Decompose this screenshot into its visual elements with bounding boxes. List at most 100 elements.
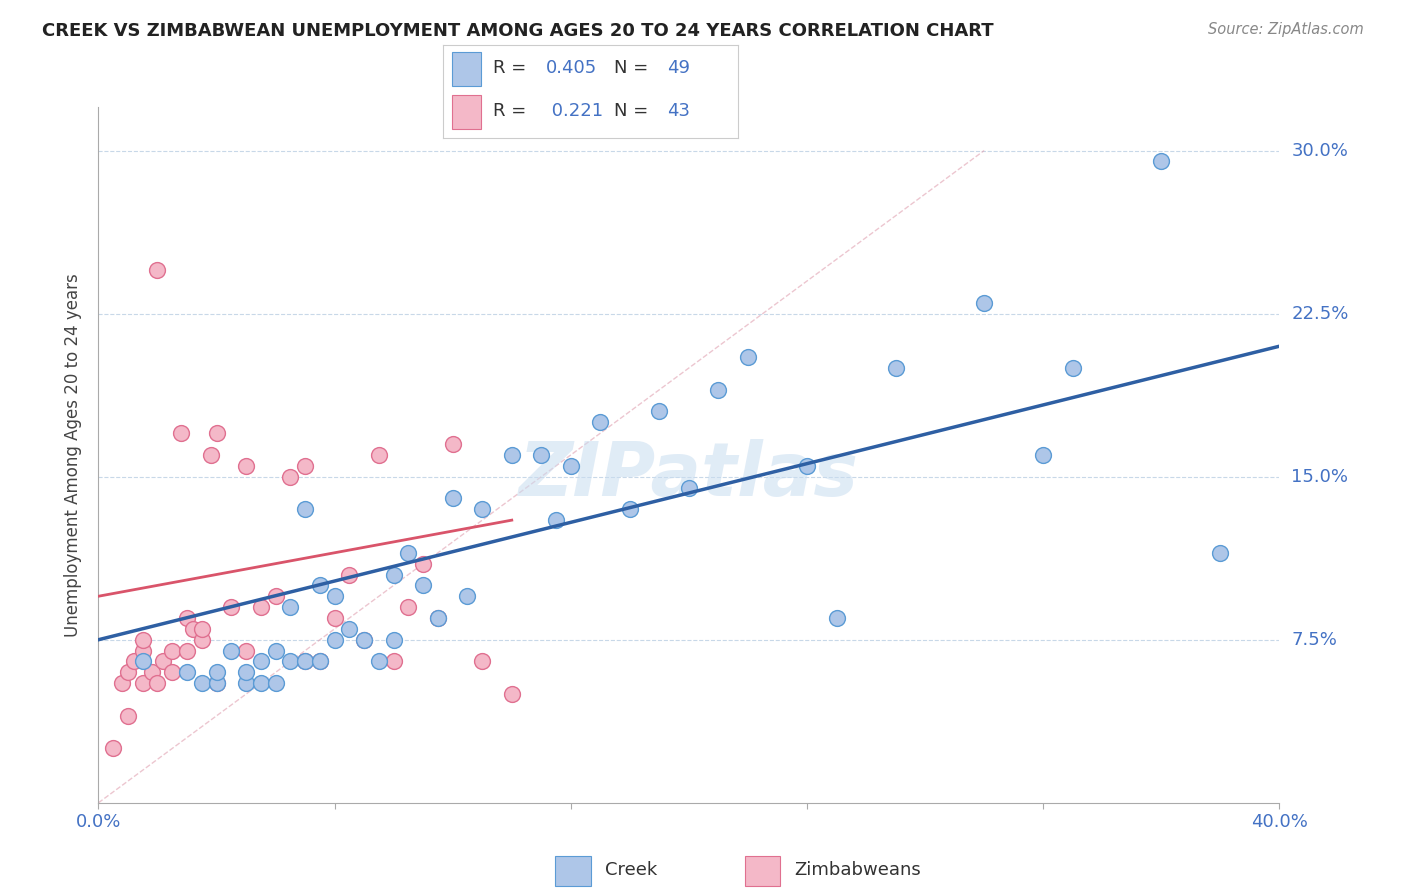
Text: 15.0%: 15.0%: [1291, 467, 1348, 485]
Point: [471, 502, 494, 516]
Point: [412, 557, 434, 571]
Point: [264, 589, 287, 603]
Point: [103, 741, 125, 756]
Point: [589, 415, 612, 429]
Text: 0.405: 0.405: [546, 60, 598, 78]
Point: [146, 676, 169, 690]
Point: [368, 655, 391, 669]
Text: 7.5%: 7.5%: [1291, 631, 1337, 648]
Point: [441, 437, 464, 451]
Point: [396, 546, 419, 560]
Point: [382, 655, 405, 669]
Point: [132, 632, 155, 647]
Point: [250, 600, 273, 615]
Point: [191, 632, 214, 647]
Point: [707, 383, 730, 397]
Text: Source: ZipAtlas.com: Source: ZipAtlas.com: [1208, 22, 1364, 37]
Point: [323, 632, 346, 647]
Point: [219, 600, 242, 615]
Text: Zimbabweans: Zimbabweans: [794, 861, 921, 879]
Point: [323, 611, 346, 625]
Point: [619, 502, 641, 516]
Point: [456, 589, 478, 603]
Point: [973, 295, 995, 310]
Point: [170, 426, 193, 441]
Point: [181, 622, 204, 636]
Point: [368, 448, 391, 462]
Text: 49: 49: [668, 60, 690, 78]
Point: [648, 404, 671, 418]
FancyBboxPatch shape: [451, 95, 481, 129]
Point: [501, 687, 523, 701]
Point: [796, 458, 818, 473]
Point: [396, 600, 419, 615]
Point: [294, 458, 316, 473]
Text: N =: N =: [614, 102, 654, 120]
Point: [501, 448, 523, 462]
Point: [309, 655, 332, 669]
Point: [191, 676, 214, 690]
Y-axis label: Unemployment Among Ages 20 to 24 years: Unemployment Among Ages 20 to 24 years: [65, 273, 83, 637]
Point: [176, 643, 198, 657]
Point: [162, 665, 183, 680]
Point: [294, 502, 316, 516]
Point: [544, 513, 567, 527]
Point: [427, 611, 450, 625]
Point: [162, 643, 183, 657]
Point: [382, 567, 405, 582]
Point: [205, 676, 228, 690]
Text: 0.221: 0.221: [546, 102, 603, 120]
Point: [1032, 448, 1054, 462]
Point: [441, 491, 464, 506]
Point: [176, 665, 198, 680]
Point: [337, 622, 360, 636]
Point: [219, 643, 242, 657]
Point: [427, 611, 450, 625]
Text: CREEK VS ZIMBABWEAN UNEMPLOYMENT AMONG AGES 20 TO 24 YEARS CORRELATION CHART: CREEK VS ZIMBABWEAN UNEMPLOYMENT AMONG A…: [42, 22, 994, 40]
Point: [1150, 154, 1173, 169]
Point: [235, 665, 257, 680]
Point: [122, 655, 145, 669]
Text: R =: R =: [494, 60, 531, 78]
Point: [250, 655, 273, 669]
Point: [1209, 546, 1232, 560]
Point: [235, 643, 257, 657]
Point: [309, 578, 332, 592]
Point: [323, 589, 346, 603]
Point: [141, 665, 163, 680]
Point: [278, 600, 302, 615]
Point: [294, 655, 316, 669]
Point: [264, 643, 287, 657]
Point: [205, 426, 228, 441]
Point: [235, 676, 257, 690]
Point: [191, 622, 214, 636]
Text: Creek: Creek: [605, 861, 657, 879]
Point: [353, 632, 375, 647]
Point: [471, 655, 494, 669]
Point: [205, 665, 228, 680]
Point: [309, 655, 332, 669]
Text: 22.5%: 22.5%: [1291, 304, 1348, 323]
Point: [412, 578, 434, 592]
Point: [884, 360, 907, 375]
Point: [278, 655, 302, 669]
Text: ZIPatlas: ZIPatlas: [519, 439, 859, 512]
Text: N =: N =: [614, 60, 654, 78]
Point: [146, 263, 169, 277]
Point: [530, 448, 553, 462]
Point: [678, 481, 700, 495]
Point: [337, 567, 360, 582]
Point: [117, 708, 139, 723]
Point: [111, 676, 134, 690]
Point: [132, 643, 155, 657]
Point: [152, 655, 174, 669]
Text: R =: R =: [494, 102, 531, 120]
Point: [560, 458, 582, 473]
Point: [176, 611, 198, 625]
Point: [1062, 360, 1084, 375]
Point: [382, 632, 405, 647]
Point: [235, 458, 257, 473]
Point: [250, 676, 273, 690]
Point: [205, 676, 228, 690]
Point: [278, 469, 302, 483]
